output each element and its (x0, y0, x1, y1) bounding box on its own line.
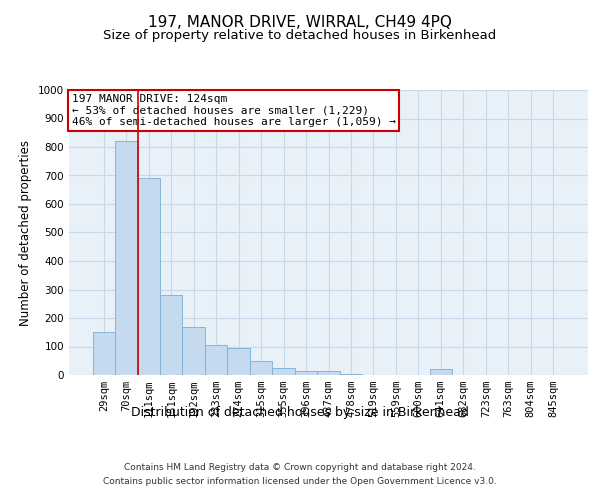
Bar (137, 178, 160, 375)
Bar (92, 332, 115, 375)
Bar (160, 295, 182, 375)
Bar (272, 368, 295, 375)
Bar (182, 326, 205, 375)
Text: Contains public sector information licensed under the Open Government Licence v3: Contains public sector information licen… (103, 476, 497, 486)
Bar (115, 142, 137, 375)
Bar (250, 361, 272, 375)
Bar (295, 370, 317, 375)
Text: Distribution of detached houses by size in Birkenhead: Distribution of detached houses by size … (131, 406, 469, 419)
Bar (340, 374, 362, 375)
Bar (227, 348, 250, 375)
Text: Size of property relative to detached houses in Birkenhead: Size of property relative to detached ho… (103, 30, 497, 43)
Y-axis label: Number of detached properties: Number of detached properties (19, 140, 32, 326)
Text: 197 MANOR DRIVE: 124sqm
← 53% of detached houses are smaller (1,229)
46% of semi: 197 MANOR DRIVE: 124sqm ← 53% of detache… (71, 94, 395, 128)
Bar (430, 370, 452, 375)
Bar (205, 345, 227, 375)
Text: 197, MANOR DRIVE, WIRRAL, CH49 4PQ: 197, MANOR DRIVE, WIRRAL, CH49 4PQ (148, 15, 452, 30)
Bar (317, 370, 340, 375)
Text: Contains HM Land Registry data © Crown copyright and database right 2024.: Contains HM Land Registry data © Crown c… (124, 463, 476, 472)
